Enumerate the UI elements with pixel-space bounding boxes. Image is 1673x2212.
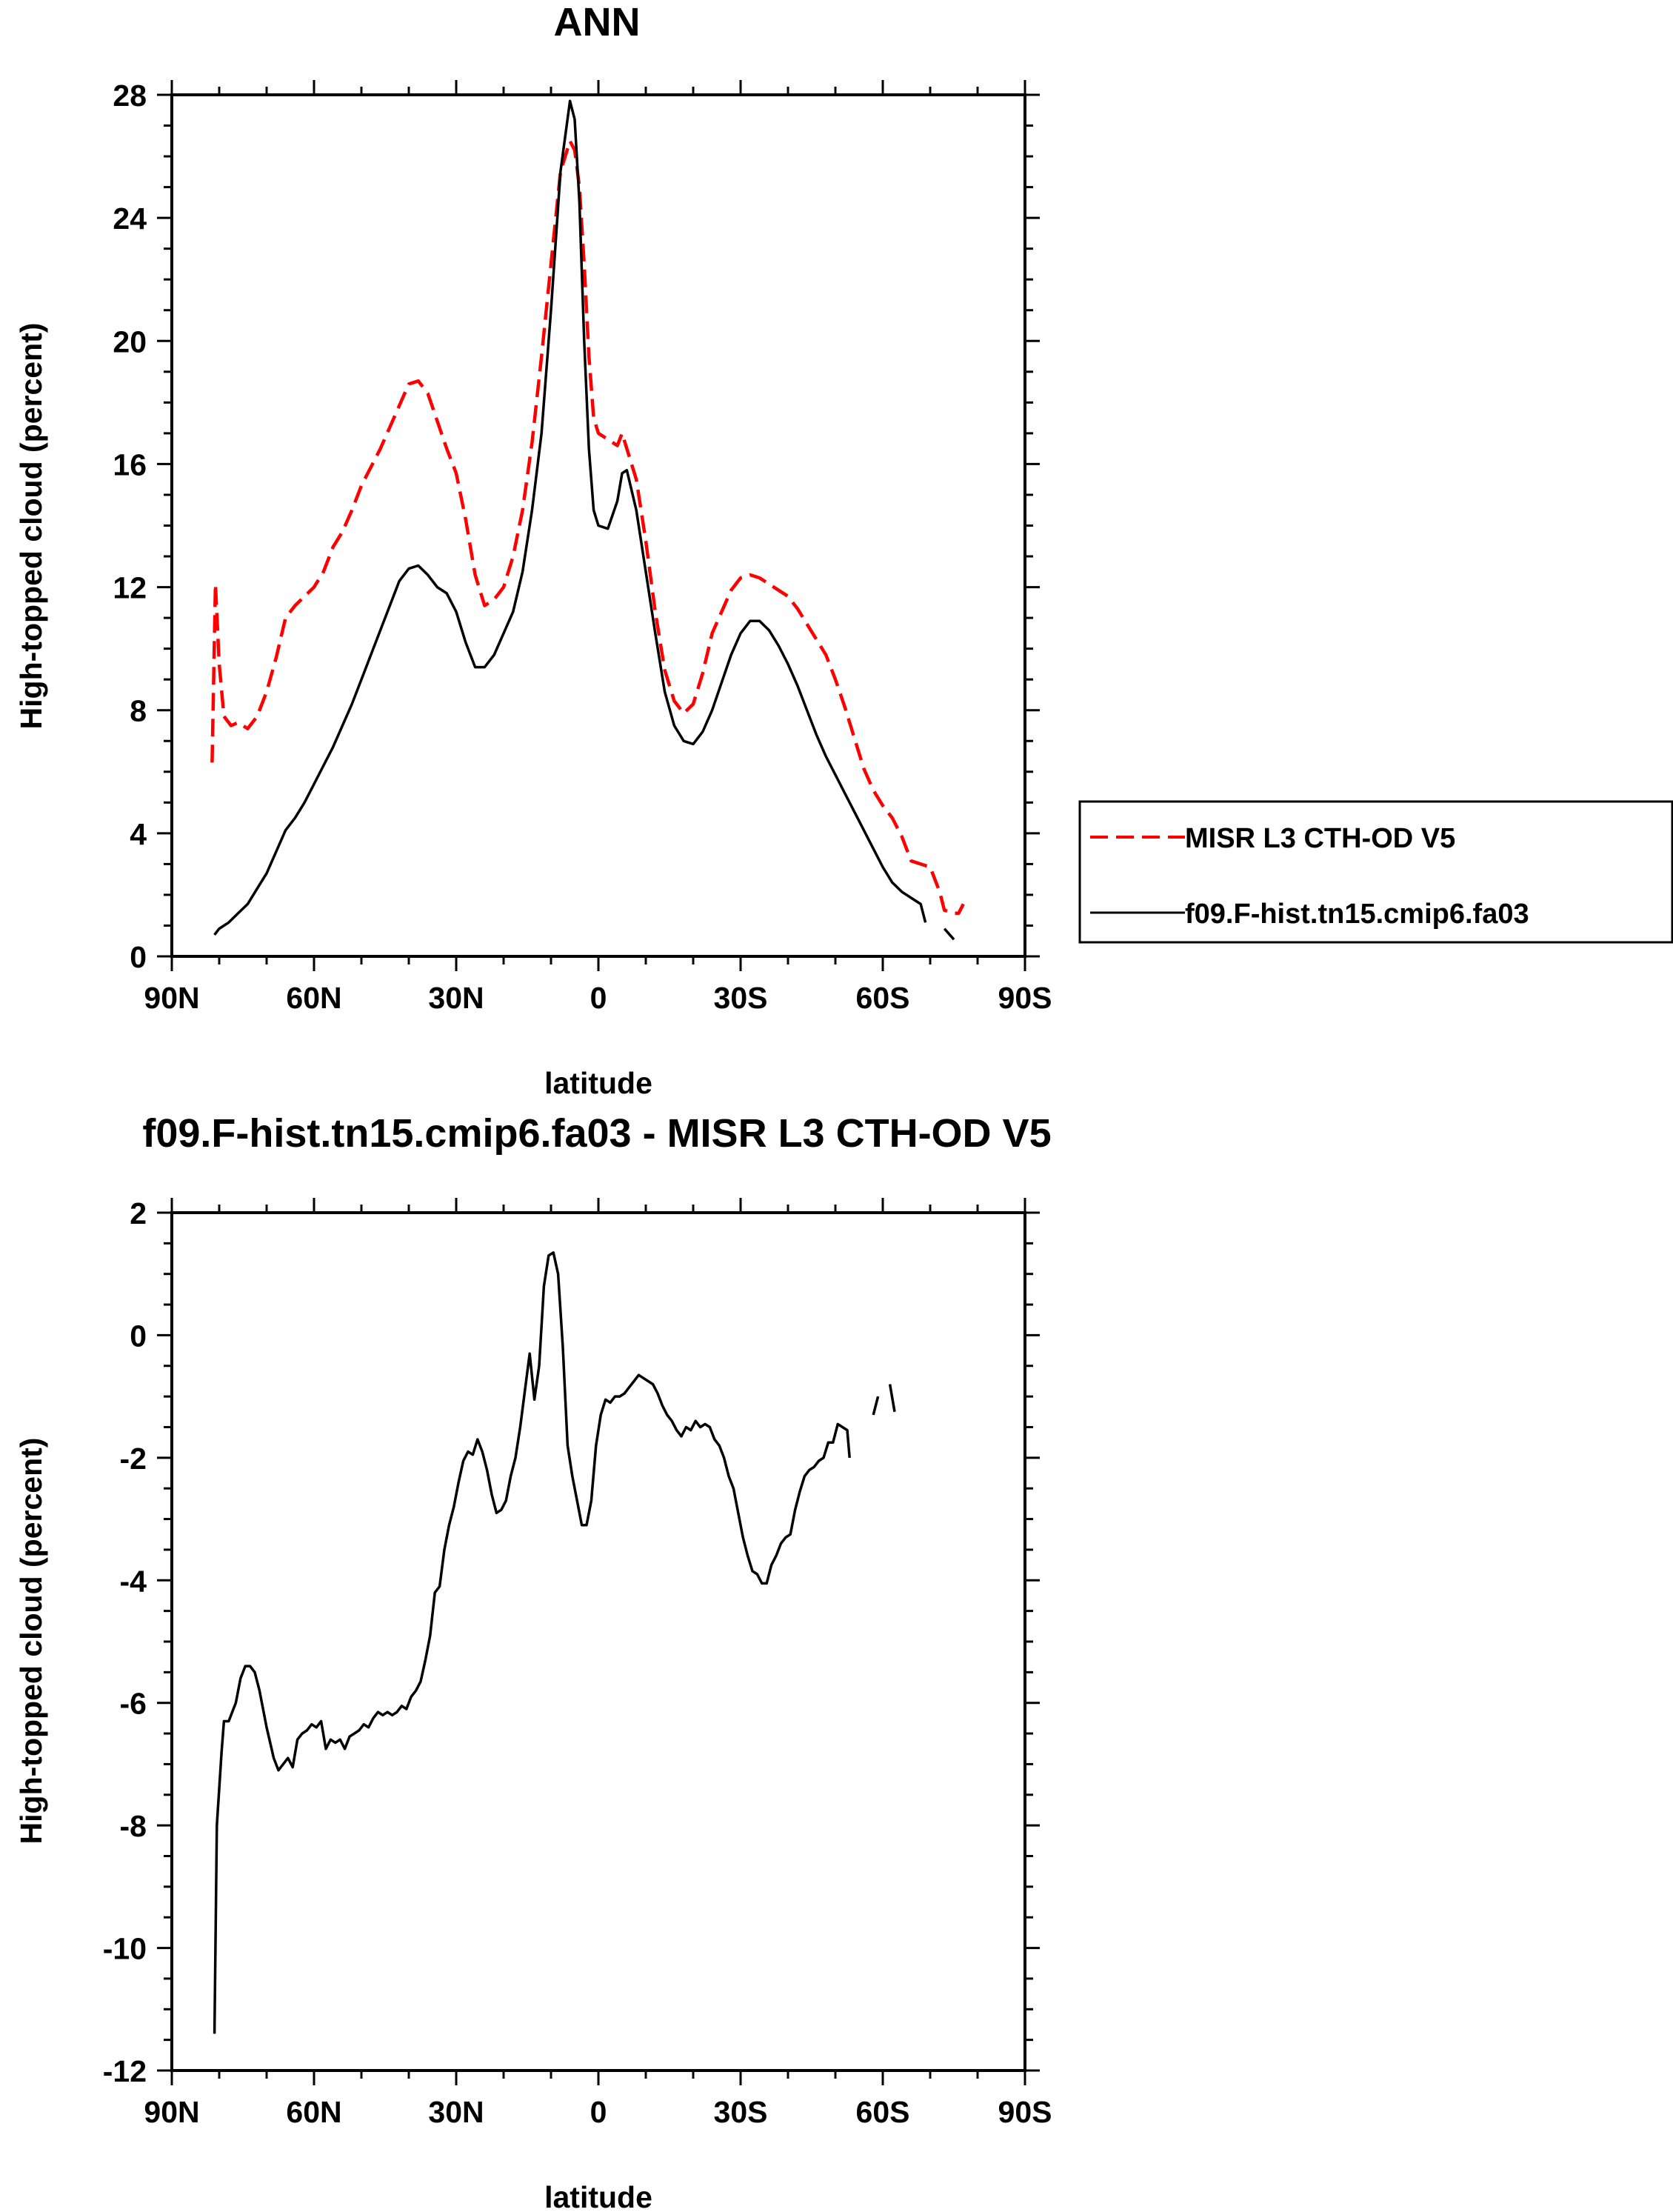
- y-tick-label: 2: [130, 1196, 147, 1230]
- x-tick-label: 30S: [714, 981, 768, 1015]
- y-tick-labels: 2 0 -2 -4 -6 -8 -10 -12: [103, 1196, 147, 2088]
- y-tick-label: 8: [130, 694, 147, 728]
- legend-box: [1078, 800, 1673, 944]
- plot-frame: [170, 1211, 1026, 2072]
- x-axis-label: latitude: [544, 1066, 652, 1100]
- y-tick-label: 28: [113, 79, 147, 113]
- y-tick-label: -2: [120, 1442, 147, 1476]
- x-tick-label: 90N: [144, 981, 199, 1015]
- legend-label-model: f09.F-hist.tn15.cmip6.fa03: [1185, 899, 1529, 930]
- chart-title: ANN: [554, 0, 641, 44]
- data-series: [213, 1251, 896, 2034]
- x-tick-label: 30N: [428, 981, 484, 1015]
- x-tick-label: 30S: [714, 2095, 768, 2129]
- y-tick-labels: 0 4 8 12 16 20 24 28: [113, 79, 147, 974]
- y-tick-label: 0: [130, 940, 147, 974]
- series-line-f09-f-hist-tn15-cmip6-fa03: [943, 927, 955, 941]
- tick-marks: [157, 1198, 1040, 2085]
- x-tick-labels: 90N 60N 30N 0 30S 60S 90S: [144, 2095, 1052, 2129]
- x-tick-labels: 90N 60N 30N 0 30S 60S 90S: [144, 981, 1052, 1015]
- series-line-misr-l3-cth-od-v5: [210, 139, 965, 916]
- x-tick-label: 60N: [286, 981, 341, 1015]
- x-tick-label: 90N: [144, 2095, 199, 2129]
- x-tick-label: 90S: [998, 981, 1052, 1015]
- y-tick-label: 4: [130, 817, 147, 851]
- x-tick-label: 60S: [856, 981, 910, 1015]
- y-tick-label: -6: [120, 1687, 147, 1721]
- y-axis-label: High-topped cloud (percent): [14, 323, 48, 730]
- y-tick-label: -10: [103, 1932, 147, 1966]
- x-tick-label: 0: [590, 981, 607, 1015]
- series-line-f09-f-hist-tn15-cmip6-fa03: [213, 99, 927, 936]
- y-tick-label: -4: [120, 1564, 147, 1598]
- y-tick-label: 20: [113, 324, 147, 359]
- tick-marks: [157, 80, 1040, 971]
- y-tick-label: 0: [130, 1319, 147, 1353]
- y-tick-label: -8: [120, 1809, 147, 1843]
- x-tick-label: 0: [590, 2095, 607, 2129]
- y-tick-label: 16: [113, 447, 147, 482]
- x-tick-label: 60N: [286, 2095, 341, 2129]
- x-tick-label: 60S: [856, 2095, 910, 2129]
- y-tick-label: 24: [113, 201, 147, 236]
- legend: MISR L3 CTH-OD V5 f09.F-hist.tn15.cmip6.…: [1078, 800, 1673, 944]
- y-tick-label: 12: [113, 571, 147, 605]
- x-tick-label: 30N: [428, 2095, 484, 2129]
- series-line-difference: [213, 1251, 851, 2034]
- y-tick-label: -12: [103, 2054, 147, 2088]
- series-line-difference: [872, 1396, 880, 1416]
- data-series: [210, 99, 965, 941]
- series-line-difference: [888, 1384, 896, 1413]
- chart-title: f09.F-hist.tn15.cmip6.fa03 - MISR L3 CTH…: [142, 1111, 1051, 1156]
- legend-label-misr: MISR L3 CTH-OD V5: [1185, 823, 1455, 854]
- panel-difference: f09.F-hist.tn15.cmip6.fa03 - MISR L3 CTH…: [14, 1111, 1052, 2212]
- panel-annual-mean: ANN 90N 60N 30N 0 30S 60S 90S 0 4 8 12 16 20 24 28 la…: [14, 0, 1673, 1100]
- x-tick-label: 90S: [998, 2095, 1052, 2129]
- x-axis-label: latitude: [544, 2180, 652, 2212]
- y-axis-label: High-topped cloud (percent): [14, 1438, 48, 1845]
